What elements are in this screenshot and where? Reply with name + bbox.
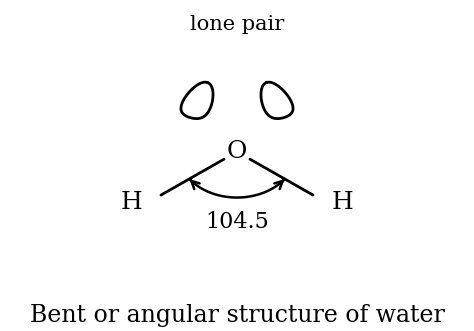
Text: lone pair: lone pair bbox=[190, 15, 284, 34]
Text: Bent or angular structure of water: Bent or angular structure of water bbox=[29, 304, 445, 327]
Text: H: H bbox=[331, 191, 353, 214]
Text: H: H bbox=[121, 191, 143, 214]
Text: O: O bbox=[227, 140, 247, 163]
Text: 104.5: 104.5 bbox=[205, 211, 269, 233]
